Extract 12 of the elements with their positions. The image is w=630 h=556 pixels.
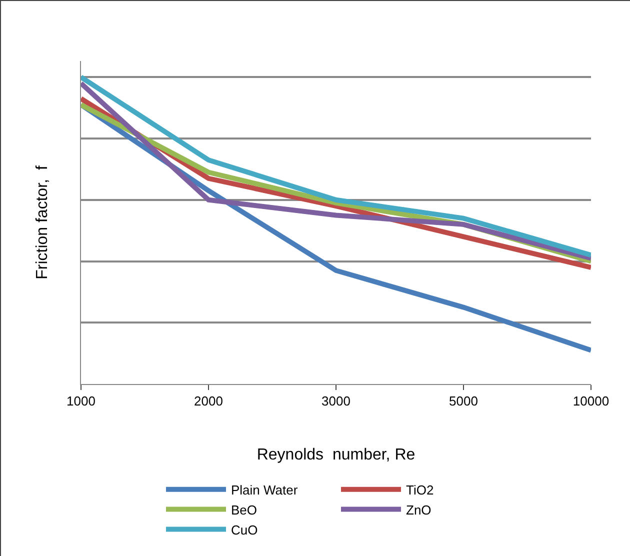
y-axis-title: Friction factor, f [34, 165, 51, 280]
x-tick-label: 1000 [66, 394, 96, 409]
x-axis-title: Reynolds number, Re [256, 446, 416, 464]
x-tick-label: 10000 [572, 394, 610, 409]
legend-label: TiO2 [406, 482, 434, 498]
x-tick-label: 2000 [194, 394, 223, 409]
x-tick-label: 3000 [322, 394, 350, 409]
legend-label: ZnO [406, 502, 432, 518]
legend-label: CuO [231, 522, 258, 538]
legend-label: Plain Water [231, 482, 298, 498]
x-tick-label: 5000 [449, 394, 478, 409]
legend-label: BeO [231, 502, 258, 518]
